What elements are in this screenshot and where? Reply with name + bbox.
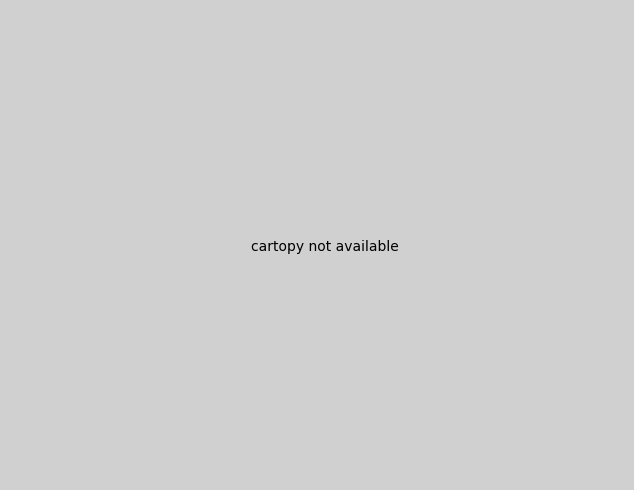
Text: cartopy not available: cartopy not available [251, 241, 399, 254]
